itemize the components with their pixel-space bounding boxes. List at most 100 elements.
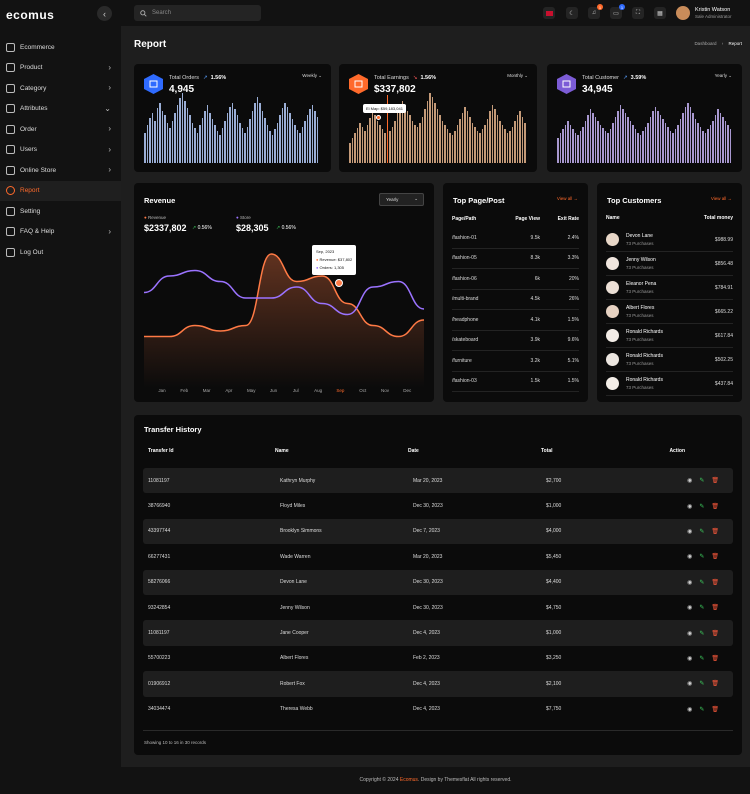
search-input[interactable]: Search (134, 5, 261, 21)
stat-bar-chart (144, 93, 318, 163)
messages-button[interactable]: ▭ 1 (610, 4, 625, 19)
table-row[interactable]: /multi-brand 4.5k 26% (452, 290, 579, 310)
transfer-cell: Dec 30, 2023 (413, 579, 443, 586)
sidebar-item-setting[interactable]: Setting (0, 201, 121, 222)
footer-brand-link[interactable]: Ecomus (399, 777, 418, 783)
stat-bar (149, 118, 151, 163)
sidebar-item-attributes[interactable]: Attributes ⌄ (0, 99, 121, 120)
sidebar-item-log-out[interactable]: Log Out (0, 242, 121, 263)
sidebar-item-report[interactable]: Report (0, 180, 121, 201)
edit-icon[interactable]: ✎ (699, 503, 705, 510)
apps-button[interactable]: ▦ (654, 7, 666, 19)
sidebar-item-faq-help[interactable]: FAQ & Help › (0, 222, 121, 243)
stat-period-select[interactable]: Yearly ⌄ (714, 73, 732, 78)
theme-toggle-button[interactable]: ☾ (566, 7, 578, 19)
edit-icon[interactable]: ✎ (699, 681, 705, 688)
sidebar-item-users[interactable]: Users › (0, 140, 121, 161)
stat-bar (276, 123, 278, 163)
list-item[interactable]: Ronald Richards 73 Purchases $437.84 (606, 372, 733, 396)
table-row[interactable]: /fashion-01 9.5k 2.4% (452, 228, 579, 249)
top-customers-view-all-link[interactable]: View all → (710, 196, 732, 201)
view-icon[interactable]: ◉ (687, 503, 693, 510)
delete-icon[interactable]: 🗑 (711, 681, 719, 688)
view-icon[interactable]: ◉ (687, 681, 693, 688)
stat-bar (567, 121, 569, 163)
view-icon[interactable]: ◉ (687, 630, 693, 637)
logo[interactable]: ecomus (6, 8, 55, 22)
list-item[interactable]: Ronald Richards 73 Purchases $502.25 (606, 348, 733, 372)
edit-icon[interactable]: ✎ (699, 478, 705, 485)
stat-bar (642, 131, 644, 163)
delete-icon[interactable]: 🗑 (711, 554, 719, 561)
sidebar-item-ecommerce[interactable]: Ecommerce (0, 37, 121, 58)
setting-icon (6, 206, 15, 216)
stat-bar (429, 93, 431, 163)
sidebar-item-online-store[interactable]: Online Store › (0, 160, 121, 181)
edit-icon[interactable]: ✎ (699, 706, 705, 713)
table-row[interactable]: /fashion-06 6k 20% (452, 269, 579, 290)
list-item[interactable]: Albert Flores 73 Purchases $665.22 (606, 300, 733, 324)
table-row[interactable]: /furniture 3.2k 5.1% (452, 351, 579, 372)
sidebar-item-category[interactable]: Category › (0, 78, 121, 99)
flag-icon (545, 10, 553, 16)
revenue-period-select[interactable]: Yearly ⌄ (379, 193, 424, 206)
records-summary: Showing 10 to 16 in 30 records (144, 740, 207, 745)
stat-bar (391, 127, 393, 163)
delete-icon[interactable]: 🗑 (711, 706, 719, 713)
list-item[interactable]: Ronald Richards 73 Purchases $617.84 (606, 324, 733, 348)
avatar[interactable] (676, 6, 690, 20)
stat-period-select[interactable]: Monthly ⌄ (507, 73, 528, 78)
view-icon[interactable]: ◉ (687, 655, 693, 662)
delete-icon[interactable]: 🗑 (711, 579, 719, 586)
breadcrumb-home[interactable]: Dashboard (694, 41, 717, 46)
stat-bar (699, 127, 701, 163)
table-row[interactable]: /fashion-03 1.5k 1.5% (452, 372, 579, 392)
language-button[interactable] (543, 7, 555, 19)
view-icon[interactable]: ◉ (687, 528, 693, 535)
user-name[interactable]: Kristin Watson (695, 7, 731, 13)
view-icon[interactable]: ◉ (687, 579, 693, 586)
stat-bar (572, 129, 574, 163)
delete-icon[interactable]: 🗑 (711, 655, 719, 662)
notifications-button[interactable]: ♫ 1 (588, 4, 603, 19)
table-row[interactable]: /headphone 4.1k 1.5% (452, 310, 579, 331)
sidebar-item-label: FAQ & Help (20, 228, 55, 236)
sidebar-item-order[interactable]: Order › (0, 119, 121, 140)
edit-icon[interactable]: ✎ (699, 528, 705, 535)
table-row[interactable]: /fashion-05 8.3k 3.3% (452, 249, 579, 269)
stat-bar (296, 130, 298, 163)
delete-icon[interactable]: 🗑 (711, 630, 719, 637)
list-item[interactable]: Eleanor Pena 73 Purchases $784.91 (606, 276, 733, 300)
customer-purchases: 73 Purchases (626, 289, 654, 294)
chevron-icon: › (108, 165, 111, 174)
list-item[interactable]: Devon Lane 73 Purchases $988.99 (606, 228, 733, 252)
collapse-sidebar-button[interactable]: ‹ (97, 6, 112, 21)
view-icon[interactable]: ◉ (687, 554, 693, 561)
edit-icon[interactable]: ✎ (699, 579, 705, 586)
pages-cell: 1.5% (567, 378, 579, 385)
delete-icon[interactable]: 🗑 (711, 528, 719, 535)
edit-icon[interactable]: ✎ (699, 554, 705, 561)
stat-bar (274, 129, 276, 163)
table-row[interactable]: /skateboard 3.9k 9.6% (452, 331, 579, 351)
edit-icon[interactable]: ✎ (699, 605, 705, 612)
row-actions: ◉ ✎ 🗑 (673, 579, 733, 586)
edit-icon[interactable]: ✎ (699, 630, 705, 637)
delete-icon[interactable]: 🗑 (711, 478, 719, 485)
stat-bar (249, 119, 251, 163)
delete-icon[interactable]: 🗑 (711, 503, 719, 510)
stat-period-select[interactable]: Weekly ⌄ (302, 73, 322, 78)
view-icon[interactable]: ◉ (687, 605, 693, 612)
view-icon[interactable]: ◉ (687, 478, 693, 485)
table-row: 11081197 Jane Cooper Dec 4, 2023 $1,000 ◉ ✎ 🗑 (143, 620, 733, 646)
delete-icon[interactable]: 🗑 (711, 605, 719, 612)
top-pages-view-all-link[interactable]: View all → (556, 196, 578, 201)
view-icon[interactable]: ◉ (687, 706, 693, 713)
list-item[interactable]: Jenny Wilson 73 Purchases $856.48 (606, 252, 733, 276)
stat-bar (614, 117, 616, 163)
stat-bar (381, 129, 383, 163)
sidebar-item-product[interactable]: Product › (0, 58, 121, 79)
stat-bar (316, 117, 318, 163)
fullscreen-button[interactable]: ⛶ (632, 7, 644, 19)
edit-icon[interactable]: ✎ (699, 655, 705, 662)
